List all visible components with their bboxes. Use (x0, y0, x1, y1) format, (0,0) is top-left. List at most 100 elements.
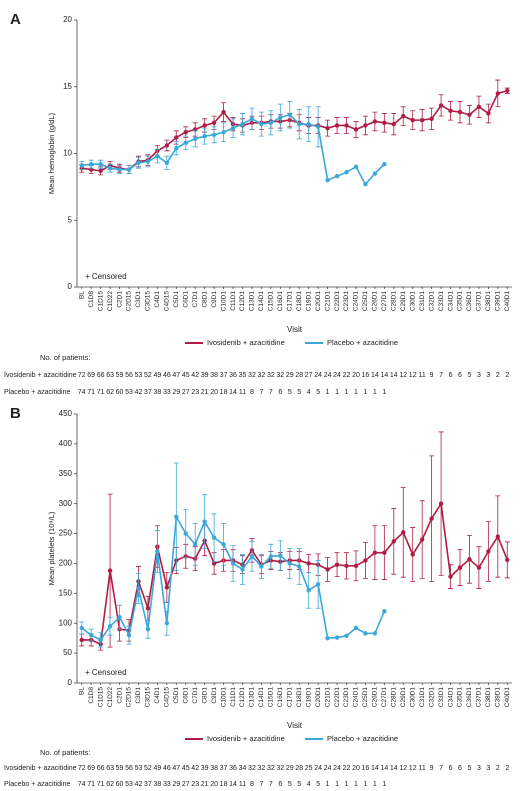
patient-count: 5 (316, 389, 320, 396)
patient-count: 71 (97, 781, 105, 788)
point (429, 116, 434, 121)
x-tick-label: C11D1 (230, 291, 237, 311)
patient-count: 3 (477, 765, 481, 772)
patient-count: 47 (172, 765, 180, 772)
patients-label: No. of patients: (40, 353, 90, 362)
x-tick-label: C26D1 (372, 291, 379, 312)
point (419, 117, 425, 123)
x-tick-label: C31D1 (419, 687, 426, 708)
patient-count: 37 (220, 765, 228, 772)
patient-count: 4 (307, 389, 311, 396)
point (287, 112, 292, 117)
patient-count: 1 (345, 389, 349, 396)
point (145, 159, 151, 164)
point (164, 143, 170, 148)
point (467, 112, 472, 117)
patient-count: 6 (458, 372, 462, 379)
y-axis-label: Mean platelets (10⁹/L) (47, 511, 56, 585)
x-tick-label: C2D15 (126, 687, 133, 708)
patient-count: 5 (467, 765, 471, 772)
patient-count: 2 (496, 372, 500, 379)
patient-count: 23 (191, 389, 199, 396)
patient-count: 8 (250, 389, 254, 396)
patient-count: 32 (276, 765, 284, 772)
series (79, 462, 387, 648)
point (372, 631, 378, 636)
patient-count: 16 (362, 372, 370, 379)
patient-count: 1 (382, 781, 386, 788)
point (382, 120, 387, 125)
patient-count: 37 (144, 389, 152, 396)
point (193, 542, 198, 547)
patient-count: 1 (354, 389, 358, 396)
point (107, 568, 113, 573)
x-tick-label: C30D1 (409, 291, 416, 312)
x-tick-label: C16D1 (277, 687, 284, 708)
point (107, 624, 113, 629)
patient-count: 8 (250, 781, 254, 788)
point (438, 501, 444, 506)
point (353, 563, 359, 569)
patient-count: 37 (220, 372, 228, 379)
point (202, 123, 207, 128)
point (268, 120, 274, 125)
x-tick-label: C1D15 (97, 291, 104, 312)
y-tick-label: 100 (59, 618, 73, 627)
patient-count: 5 (297, 389, 301, 396)
patient-count: 5 (288, 389, 292, 396)
point (98, 637, 103, 643)
patient-count: 28 (295, 372, 303, 379)
patient-count: 42 (191, 765, 199, 772)
x-tick-label: C10D1 (220, 687, 227, 708)
x-tick-label: C9D1 (211, 291, 218, 308)
point (230, 561, 236, 566)
x-tick-label: BL (78, 291, 85, 299)
patient-count: 27 (182, 781, 190, 788)
patient-count: 45 (182, 765, 190, 772)
patient-count: 72 (78, 372, 86, 379)
legend-label: Ivosidenib + azacitidine (207, 338, 285, 347)
patient-count: 38 (153, 389, 161, 396)
y-tick-label: 200 (59, 559, 73, 568)
patient-count: 42 (135, 389, 143, 396)
patient-count: 14 (390, 765, 398, 772)
x-tick-label: C25D1 (362, 291, 369, 312)
point (334, 173, 340, 179)
patient-count: 12 (399, 765, 407, 772)
patient-count: 1 (326, 781, 330, 788)
x-tick-label: C8D1 (201, 687, 208, 704)
x-tick-label: C37D1 (476, 687, 483, 708)
y-tick-label: 50 (63, 648, 72, 657)
patient-count: 60 (116, 781, 124, 788)
point (344, 563, 349, 569)
x-tick-label: C12D1 (239, 291, 246, 312)
y-tick-label: 5 (68, 215, 73, 224)
patient-count: 1 (373, 781, 377, 788)
x-tick-label: C27D1 (381, 687, 388, 708)
x-tick-label: C18D1 (296, 687, 303, 708)
point (486, 549, 491, 554)
point (136, 160, 141, 166)
patient-count: 38 (210, 372, 218, 379)
patient-count: 14 (371, 765, 379, 772)
patient-count: 33 (163, 389, 171, 396)
point (221, 542, 226, 547)
patient-count: 32 (248, 765, 256, 772)
point (410, 117, 415, 123)
patient-count: 7 (439, 765, 443, 772)
x-tick-label: C21D1 (324, 687, 331, 708)
point (505, 88, 510, 93)
patient-count: 1 (382, 389, 386, 396)
point (382, 609, 387, 614)
y-tick-label: 450 (59, 409, 73, 418)
patient-count: 3 (486, 372, 490, 379)
x-tick-label: C34D1 (447, 291, 454, 312)
patient-count: 74 (78, 389, 86, 396)
x-tick-label: C40D1 (504, 687, 511, 708)
patient-count: 24 (314, 765, 322, 772)
x-tick-label: C1D22 (107, 687, 114, 708)
point (495, 534, 501, 539)
x-tick-label: C34D1 (447, 687, 454, 708)
point (382, 550, 387, 555)
point (372, 550, 378, 555)
